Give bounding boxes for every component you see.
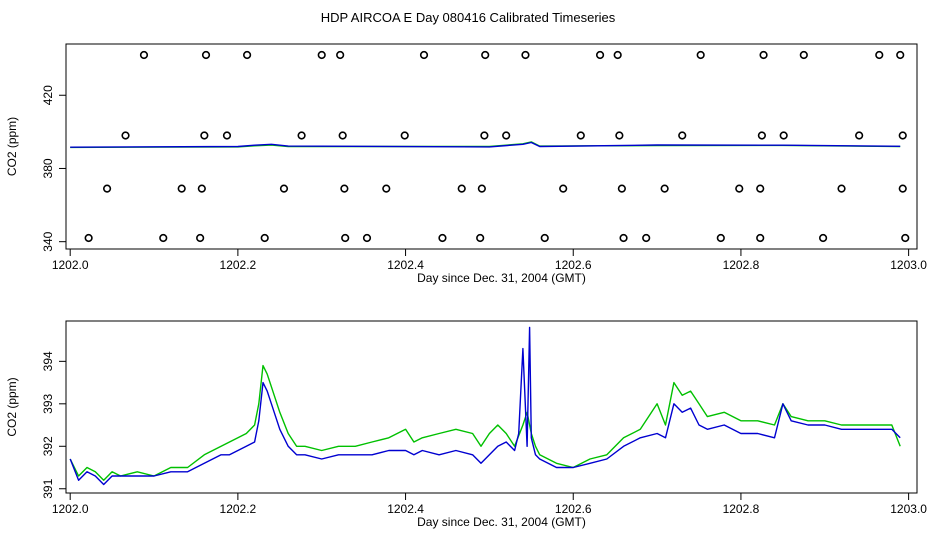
y-tick-label: 391	[41, 478, 55, 498]
scatter-point	[338, 131, 347, 140]
x-tick-label: 1202.2	[220, 502, 257, 516]
scatter-point	[615, 131, 624, 140]
scatter-point	[660, 184, 669, 193]
chart-title: HDP AIRCOA E Day 080416 Calibrated Times…	[320, 10, 616, 25]
x-tick-label: 1202.2	[220, 258, 257, 272]
scatter-point	[177, 184, 186, 193]
scatter-point	[340, 184, 349, 193]
scatter-point	[576, 131, 585, 140]
scatter-point	[222, 131, 232, 140]
y-tick-label: 392	[41, 436, 55, 456]
y-tick-label: 393	[41, 393, 55, 413]
scatter-point	[896, 50, 905, 60]
scatter-point	[457, 184, 466, 193]
y-tick-label: 380	[41, 158, 55, 178]
scatter-point	[341, 233, 350, 243]
y-axis-label: CO2 (ppm)	[5, 377, 19, 436]
top-panel: 1202.0 1202.2 1202.4 1202.6 1202.8 1203.0 340 3…	[5, 43, 927, 285]
scatter-point	[317, 50, 326, 60]
scatter-point	[855, 131, 864, 140]
scatter-point	[477, 184, 486, 193]
scatter-point	[481, 50, 490, 60]
x-tick-label: 1202.0	[52, 502, 89, 516]
x-tick-label: 1202.8	[723, 258, 760, 272]
x-axis-label: Day since Dec. 31, 2004 (GMT)	[417, 515, 586, 529]
scatter-point	[201, 50, 211, 60]
scatter-point	[559, 184, 568, 193]
x-axis-label: Day since Dec. 31, 2004 (GMT)	[417, 271, 586, 285]
scatter-point	[502, 131, 511, 140]
x-tick-label: 1202.0	[52, 258, 89, 272]
x-tick-label: 1202.6	[555, 258, 592, 272]
scatter-point	[196, 233, 205, 243]
scatter-point	[898, 131, 907, 140]
scatter-point	[84, 233, 93, 243]
scatter-point	[901, 233, 910, 243]
scatter-point	[419, 50, 429, 60]
scatter-point	[438, 233, 447, 243]
scatter-point	[382, 184, 391, 193]
scatter-point	[613, 50, 622, 60]
y-axis-label: CO2 (ppm)	[5, 117, 19, 176]
plot-frame	[65, 320, 918, 494]
scatter-point	[521, 50, 530, 60]
x-tick-label: 1202.4	[387, 502, 424, 516]
y-tick-label: 340	[41, 231, 55, 251]
scatter-point	[756, 233, 765, 243]
scatter-point	[678, 131, 687, 140]
series-line-green	[69, 364, 901, 481]
scatter-point	[102, 184, 112, 193]
scatter-point	[757, 131, 766, 140]
scatter-point	[159, 233, 168, 243]
y-tick-label: 420	[41, 85, 55, 105]
scatter-point	[735, 184, 744, 193]
plot-frame	[65, 43, 918, 250]
scatter-point	[476, 233, 485, 243]
scatter-point	[197, 184, 206, 193]
scatter-point	[297, 131, 306, 140]
scatter-point	[619, 233, 628, 243]
x-tick-label: 1202.6	[555, 502, 592, 516]
scatter-point	[756, 184, 765, 193]
scatter-point	[898, 184, 907, 193]
scatter-point	[400, 131, 409, 140]
scatter-point	[139, 50, 149, 60]
scatter-point	[336, 50, 345, 60]
x-tick-label: 1203.0	[890, 258, 927, 272]
bottom-panel: 1202.0 1202.2 1202.4 1202.6 1202.8 1203.0 391 3…	[5, 320, 927, 529]
series-line-blue	[69, 326, 901, 486]
scatter-point	[696, 50, 705, 60]
x-tick-label: 1202.8	[723, 502, 760, 516]
scatter-point	[121, 131, 130, 140]
scatter-point	[260, 233, 269, 243]
scatter-point	[200, 131, 209, 140]
x-tick-label: 1202.4	[387, 258, 424, 272]
scatter-point	[242, 50, 252, 60]
x-tick-label: 1203.0	[890, 502, 927, 516]
scatter-point	[362, 233, 372, 243]
scatter-point	[818, 233, 828, 243]
series-line-blue	[70, 141, 901, 148]
scatter-point	[279, 184, 289, 193]
scatter-point	[837, 184, 846, 193]
scatter-point	[716, 233, 725, 243]
y-tick-label: 394	[41, 351, 55, 371]
scatter-point	[480, 131, 489, 140]
scatter-point	[779, 131, 788, 140]
scatter-point	[617, 184, 626, 193]
scatter-point	[540, 233, 549, 243]
scatter-point	[759, 50, 768, 60]
scatter-point	[875, 50, 884, 60]
scatter-point	[595, 50, 605, 60]
scatter-point	[642, 233, 651, 243]
scatter-point	[799, 50, 808, 60]
